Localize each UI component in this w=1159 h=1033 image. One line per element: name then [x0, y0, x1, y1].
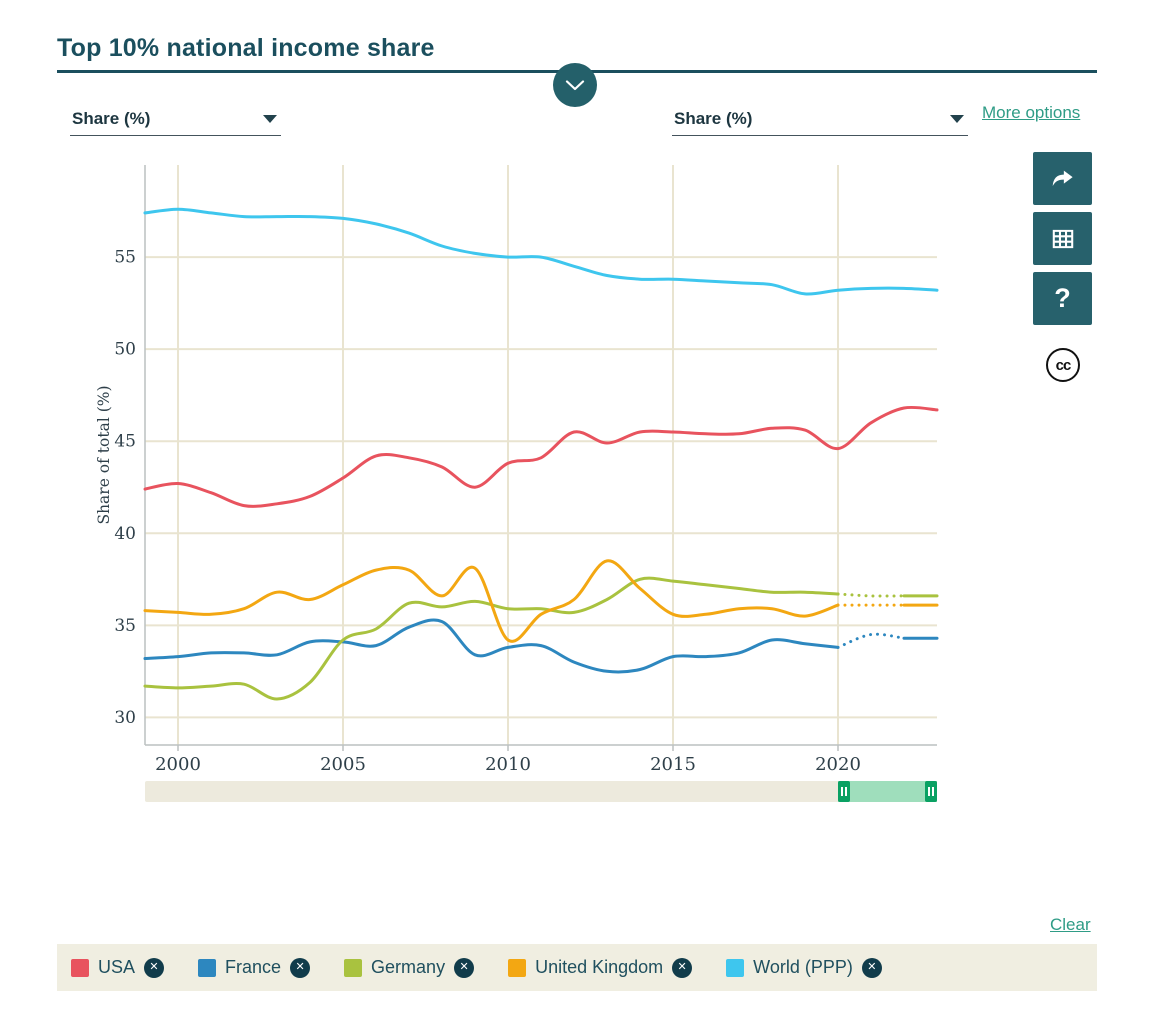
legend-label: Germany [371, 957, 446, 977]
legend-swatch [344, 958, 363, 977]
share-button[interactable] [1033, 152, 1092, 205]
legend-remove-button[interactable]: ✕ [861, 957, 882, 978]
series-line-france-estimated [836, 632, 906, 649]
legend-remove-button[interactable]: ✕ [454, 957, 475, 978]
series-line-germany-estimated [836, 592, 906, 598]
collapse-panel-button[interactable] [553, 63, 597, 107]
legend-item-germany: Germany ✕ [344, 957, 475, 978]
time-range-slider[interactable] [145, 781, 937, 802]
y-axis-title: Share of total (%) [95, 385, 113, 524]
metric-select-right-value: Share (%) [674, 108, 753, 128]
legend-label: World (PPP) [753, 957, 853, 977]
help-button[interactable]: ? [1033, 272, 1092, 325]
legend-item-world-ppp: World (PPP) ✕ [726, 957, 882, 978]
x-tick-label: 2005 [320, 754, 366, 775]
legend-remove-button[interactable]: ✕ [144, 957, 165, 978]
table-view-button[interactable] [1033, 212, 1092, 265]
x-tick-label: 2010 [485, 754, 531, 775]
y-tick-label: 35 [114, 616, 136, 636]
series-line-world-ppp [143, 207, 939, 296]
x-tick-label: 2015 [650, 754, 696, 775]
question-mark-icon: ? [1054, 283, 1071, 313]
legend-swatch [198, 958, 217, 977]
x-tick-label: 2000 [155, 754, 201, 775]
cc-icon: cc [1055, 356, 1072, 374]
time-range-selection[interactable] [838, 781, 937, 802]
legend-label: France [225, 957, 282, 977]
dropdown-arrow-icon [950, 114, 964, 123]
slider-handle-left[interactable] [838, 781, 850, 802]
y-tick-label: 55 [114, 248, 136, 268]
series-line-france [143, 618, 840, 674]
table-icon [1052, 229, 1073, 248]
y-tick-label: 45 [114, 432, 136, 452]
chevron-down-icon [565, 79, 585, 90]
legend-item-france: France ✕ [198, 957, 311, 978]
metric-select-left-value: Share (%) [72, 108, 151, 128]
legend-item-usa: USA ✕ [71, 957, 165, 978]
cc-license-badge[interactable]: cc [1046, 348, 1080, 382]
legend-bar: USA ✕ France ✕ Germany ✕ United Kingdom ✕ World … [57, 944, 1097, 991]
legend-label: USA [98, 957, 136, 977]
dropdown-arrow-icon [263, 114, 277, 123]
legend-remove-button[interactable]: ✕ [290, 957, 311, 978]
clear-selection-link[interactable]: Clear [1050, 915, 1091, 934]
series-line-germany [143, 576, 840, 701]
share-arrow-icon [1052, 170, 1073, 187]
legend-item-united-kingdom: United Kingdom ✕ [508, 957, 693, 978]
y-tick-label: 40 [114, 524, 136, 544]
series-line-united-kingdom [143, 559, 840, 643]
metric-select-right[interactable]: Share (%) [672, 106, 968, 136]
slider-handle-right[interactable] [925, 781, 937, 802]
more-options-link[interactable]: More options [982, 103, 1081, 122]
legend-swatch [508, 958, 527, 977]
y-tick-label: 30 [114, 708, 136, 728]
metric-select-left[interactable]: Share (%) [70, 106, 281, 136]
page-title: Top 10% national income share [57, 34, 435, 62]
income-share-line-chart: 30 35 40 45 50 55 2000 2005 2010 2015 2020 Share of… [95, 165, 939, 775]
legend-remove-button[interactable]: ✕ [672, 957, 693, 978]
legend-swatch [71, 958, 89, 977]
legend-swatch [726, 958, 745, 977]
x-tick-label: 2020 [815, 754, 861, 775]
y-tick-label: 50 [114, 340, 136, 360]
series-line-usa [143, 405, 939, 508]
legend-label: United Kingdom [535, 957, 664, 977]
